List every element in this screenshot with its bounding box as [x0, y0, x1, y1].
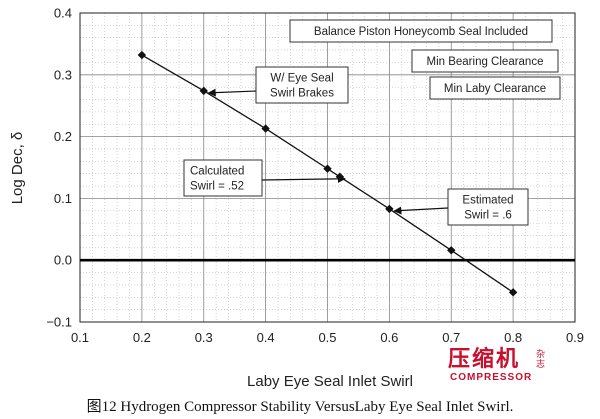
annotation-box: Min Bearing Clearance: [411, 49, 559, 73]
y-tick-label: 0.1: [54, 191, 72, 206]
y-tick-label: −0.1: [46, 315, 72, 330]
annotation-text: Swirl = .6: [464, 210, 512, 222]
y-tick-label: 0.0: [54, 253, 72, 268]
watermark-english: COMPRESSOR: [450, 372, 533, 383]
annotations: Balance Piston Honeycomb Seal Included Mi…: [183, 19, 561, 226]
annotation-text: Swirl Brakes: [270, 88, 334, 100]
data-point-marker: [199, 86, 208, 96]
data-point-marker: [323, 164, 332, 173]
data-point-marker: [385, 204, 394, 214]
watermark-chinese: 压缩机: [448, 347, 521, 372]
data-point-marker: [261, 124, 270, 133]
y-tick-label: 0.3: [54, 67, 72, 82]
annotation-text: Min Laby Clearance: [444, 83, 546, 95]
watermark-logo: 压缩机 COMPRESSOR 杂志: [448, 348, 560, 384]
x-tick-label: 0.9: [566, 330, 584, 345]
annotation-box: Estimated Swirl = .6: [393, 188, 529, 226]
x-tick-label: 0.5: [318, 330, 336, 345]
data-point-marker: [137, 50, 147, 60]
annotation-frame: [289, 19, 553, 43]
y-tick-label: 0.2: [54, 129, 72, 144]
y-axis-title: Log Dec, δ: [9, 132, 26, 205]
annotation-text: W/ Eye Seal: [270, 73, 333, 85]
x-tick-label: 0.8: [504, 330, 522, 345]
annotation-frame: [411, 49, 559, 73]
annotation-arrow: [207, 88, 257, 97]
annotation-box: Balance Piston Honeycomb Seal Included: [289, 19, 553, 43]
x-axis-title: Laby Eye Seal Inlet Swirl: [247, 373, 413, 390]
y-tick-label: 0.4: [54, 6, 72, 21]
x-tick-label: 0.7: [442, 330, 460, 345]
annotation-text: Swirl = .52: [190, 181, 244, 193]
annotation-box: Calculated Swirl = .52: [183, 159, 346, 197]
x-tick-label: 0.6: [380, 330, 398, 345]
annotation-box: Min Laby Clearance: [429, 76, 561, 100]
x-tick-label: 0.3: [195, 330, 213, 345]
annotation-frame: [447, 188, 529, 226]
data-point-marker: [447, 246, 456, 255]
watermark-side-text: 杂志: [536, 350, 546, 370]
axes: 0.1 0.2 0.3 0.4 0.5 0.6 0.7 0.8 0.9 −0.1 0.0 0.1 0.2…: [46, 6, 584, 346]
annotation-text: Estimated: [462, 195, 513, 207]
annotation-text: Calculated: [190, 166, 244, 178]
x-tick-label: 0.2: [133, 330, 151, 345]
series-line: [141, 54, 514, 293]
annotation-arrow: [261, 174, 346, 183]
annotation-text: Balance Piston Honeycomb Seal Included: [314, 26, 528, 38]
data-point-marker: [335, 172, 345, 181]
x-tick-label: 0.4: [257, 330, 275, 345]
figure-caption: 图12 Hydrogen Compressor Stability Versus…: [86, 399, 514, 415]
annotation-frame: [255, 66, 349, 104]
annotation-box: W/ Eye Seal Swirl Brakes: [207, 66, 349, 104]
annotation-frame: [429, 76, 561, 100]
x-tick-label: 0.1: [71, 330, 89, 345]
data-point-marker: [508, 288, 518, 297]
annotation-text: Min Bearing Clearance: [427, 56, 544, 68]
annotation-frame: [183, 159, 263, 197]
plot-frame: [79, 12, 576, 323]
annotation-arrow: [393, 206, 449, 215]
